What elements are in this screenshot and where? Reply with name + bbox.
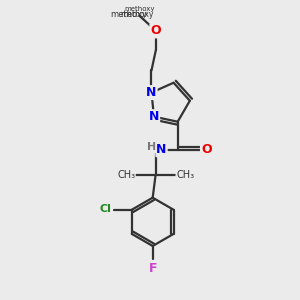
Text: methoxy: methoxy [124,7,155,13]
Text: Cl: Cl [100,204,112,214]
Text: N: N [149,110,159,123]
Text: H: H [148,142,157,152]
Text: F: F [148,262,157,275]
Text: O: O [151,24,161,37]
Text: methoxy: methoxy [120,10,153,19]
Text: CH₃: CH₃ [117,170,135,180]
Text: CH₃: CH₃ [176,170,194,180]
Text: N: N [156,143,167,156]
Text: methoxy: methoxy [110,10,147,19]
Text: N: N [146,86,157,99]
Text: O: O [201,143,211,156]
Text: O: O [151,24,161,37]
